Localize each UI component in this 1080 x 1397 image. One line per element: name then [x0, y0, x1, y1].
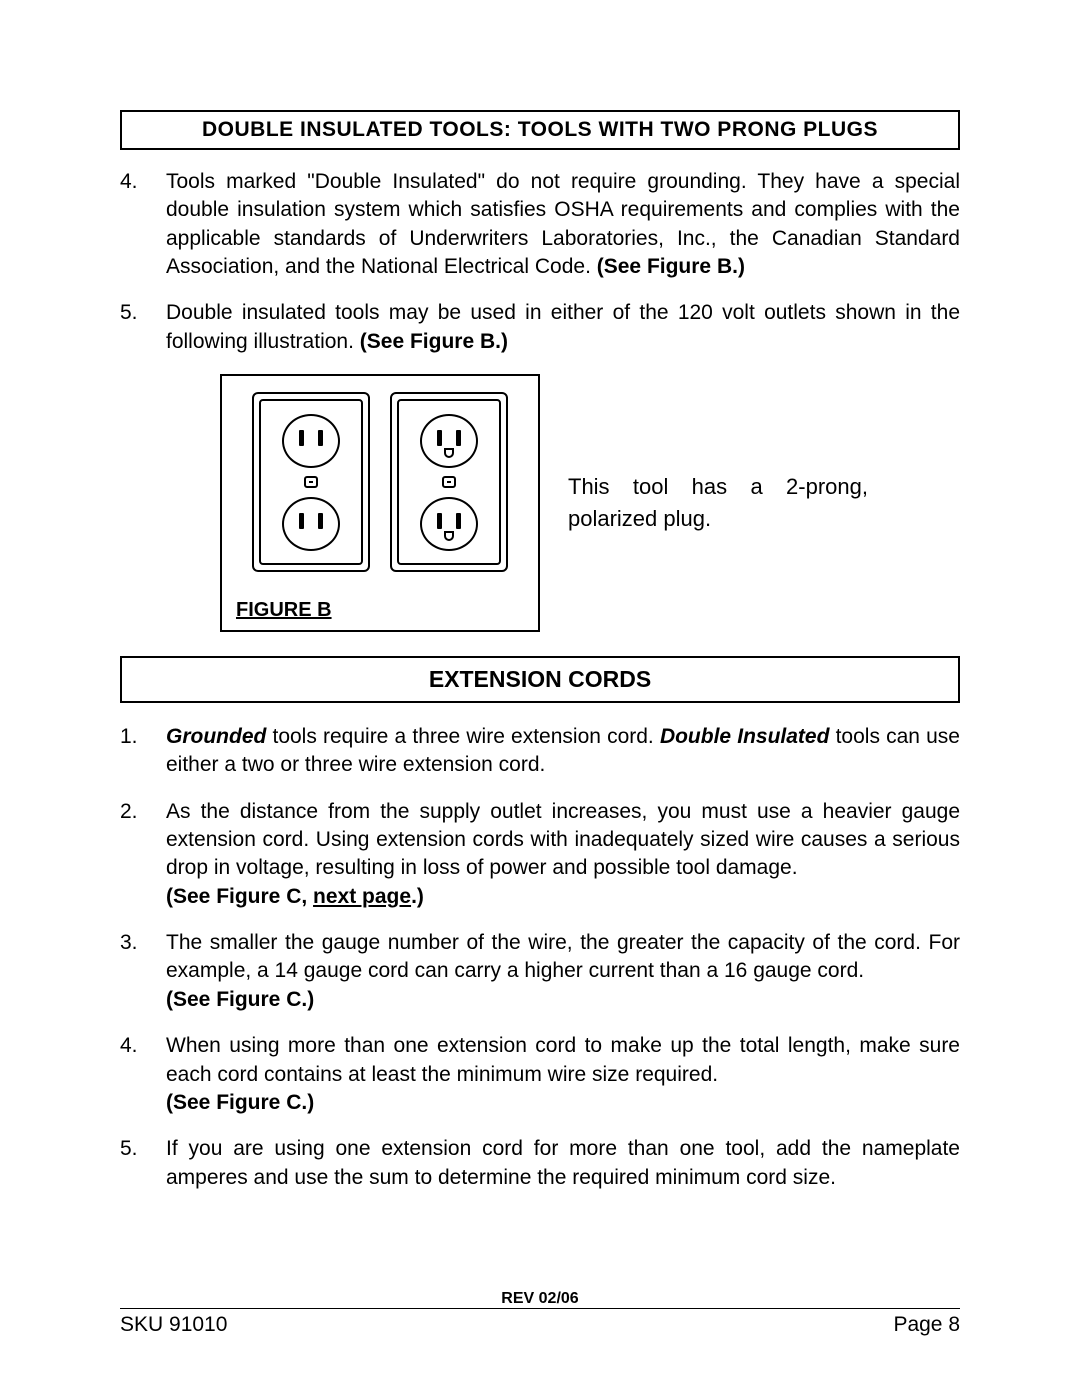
list-extension-cords: 1. Grounded tools require a three wire e…: [120, 723, 960, 1192]
text: When using more than one extension cord …: [166, 1034, 960, 1085]
footer-sku: SKU 91010: [120, 1313, 227, 1337]
ground-slot-icon: [444, 448, 454, 458]
plate-inner: [259, 399, 363, 565]
figure-caption: FIGURE B: [236, 599, 524, 622]
outlets-illustration: [236, 392, 524, 593]
text-bold: (See Figure C.): [166, 988, 314, 1011]
list-body: Double insulated tools may be used in ei…: [166, 299, 960, 356]
list-body: As the distance from the supply outlet i…: [166, 798, 960, 911]
receptacle-icon: [282, 497, 340, 551]
figure-b-box: FIGURE B: [220, 374, 540, 632]
list-item: 4. When using more than one extension co…: [120, 1032, 960, 1117]
text: tools require a three wire extension cor…: [266, 725, 660, 748]
text-bold: (See Figure B.): [597, 255, 745, 278]
text-bold: (See Figure B.): [360, 330, 508, 353]
footer-row: SKU 91010 Page 8: [120, 1313, 960, 1337]
list-double-insulated: 4. Tools marked "Double Insulated" do no…: [120, 168, 960, 356]
list-item: 3. The smaller the gauge number of the w…: [120, 929, 960, 1014]
list-number: 4.: [120, 1032, 166, 1117]
footer-revision: REV 02/06: [120, 1290, 960, 1308]
list-item: 4. Tools marked "Double Insulated" do no…: [120, 168, 960, 281]
text: If you are using one extension cord for …: [166, 1137, 960, 1188]
list-number: 5.: [120, 299, 166, 356]
list-item: 1. Grounded tools require a three wire e…: [120, 723, 960, 780]
list-item: 5. If you are using one extension cord f…: [120, 1135, 960, 1192]
list-number: 3.: [120, 929, 166, 1014]
list-body: The smaller the gauge number of the wire…: [166, 929, 960, 1014]
list-number: 5.: [120, 1135, 166, 1192]
plate-inner: [397, 399, 501, 565]
screw-icon: [304, 476, 318, 488]
outlet-plate-3prong: [390, 392, 508, 572]
list-body: When using more than one extension cord …: [166, 1032, 960, 1117]
text: As the distance from the supply outlet i…: [166, 800, 960, 880]
outlet-plate-2prong: [252, 392, 370, 572]
list-body: If you are using one extension cord for …: [166, 1135, 960, 1192]
text-bold: .): [411, 885, 424, 908]
section-header-extension-cords: EXTENSION CORDS: [120, 656, 960, 703]
figure-side-text: This tool has a 2-prong, polarized plug.: [568, 471, 868, 535]
page: DOUBLE INSULATED TOOLS: TOOLS WITH TWO P…: [0, 0, 1080, 1397]
list-number: 2.: [120, 798, 166, 911]
section-header-double-insulated: DOUBLE INSULATED TOOLS: TOOLS WITH TWO P…: [120, 110, 960, 150]
ground-slot-icon: [444, 531, 454, 541]
list-item: 5. Double insulated tools may be used in…: [120, 299, 960, 356]
screw-icon: [442, 476, 456, 488]
list-body: Grounded tools require a three wire exte…: [166, 723, 960, 780]
list-number: 1.: [120, 723, 166, 780]
text-bolditalic: Double Insulated: [660, 725, 830, 748]
text: Tools marked "Double Insulated" do not r…: [166, 170, 960, 278]
footer-page: Page 8: [893, 1313, 960, 1337]
list-item: 2. As the distance from the supply outle…: [120, 798, 960, 911]
text: Double insulated tools may be used in ei…: [166, 301, 960, 352]
receptacle-icon: [282, 414, 340, 468]
list-number: 4.: [120, 168, 166, 281]
list-body: Tools marked "Double Insulated" do not r…: [166, 168, 960, 281]
figure-row: FIGURE B This tool has a 2-prong, polari…: [120, 374, 960, 632]
text: The smaller the gauge number of the wire…: [166, 931, 960, 982]
page-footer: REV 02/06 SKU 91010 Page 8: [120, 1308, 960, 1337]
receptacle-icon: [420, 497, 478, 551]
text-bolditalic: Grounded: [166, 725, 266, 748]
text-bold: (See Figure C,: [166, 885, 313, 908]
text-bold: (See Figure C.): [166, 1091, 314, 1114]
text-bold-underline: next page: [313, 885, 411, 908]
footer-divider: [120, 1308, 960, 1309]
receptacle-icon: [420, 414, 478, 468]
